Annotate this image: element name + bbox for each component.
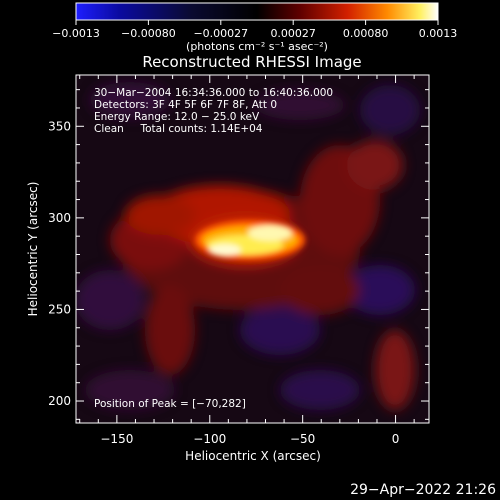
y-tick-label-3: 350: [48, 119, 71, 133]
x-tick-label-2: −50: [290, 432, 315, 446]
colorbar-tick-label-0: −0.0013: [52, 27, 100, 40]
colorbar-ticks: [75, 20, 439, 25]
info-line-2: Detectors: 3F 4F 5F 6F 7F 8F, Att 0: [94, 99, 277, 111]
colorbar-frame: [75, 2, 439, 21]
y-tick-label-1: 250: [48, 302, 71, 316]
observation-info: 30−Mar−2004 16:34:36.000 to 16:40:36.000…: [94, 87, 333, 135]
y-tick-label-2: 300: [48, 211, 71, 225]
colorbar-tick-label-3: 0.00027: [270, 27, 316, 40]
colorbar: [76, 3, 438, 20]
colorbar-unit-label: (photons cm⁻² s⁻¹ asec⁻²): [186, 40, 328, 53]
colorbar-tick-labels: −0.0013 −0.00080 −0.00027 0.00027 0.00080 0.0…: [52, 27, 457, 40]
y-axis: 200 250 300 350: [48, 89, 429, 420]
plot-timestamp: 29−Apr−2022 21:26: [350, 482, 496, 498]
colorbar-tick-label-5: 0.0013: [419, 27, 458, 40]
x-tick-label-1: −100: [193, 432, 226, 446]
info-line-4: Clean Total counts: 1.14E+04: [94, 123, 263, 135]
colorbar-tick-label-4: 0.00080: [343, 27, 389, 40]
y-tick-label-0: 200: [48, 394, 71, 408]
info-line-3: Energy Range: 12.0 − 25.0 keV: [94, 111, 260, 123]
y-axis-label: Heliocentric Y (arcsec): [26, 182, 40, 317]
x-tick-label-0: −150: [100, 432, 133, 446]
colorbar-tick-label-1: −0.00080: [121, 27, 176, 40]
heatmap-image: [76, 75, 429, 423]
peak-position-label: Position of Peak = [−70,282]: [94, 398, 246, 410]
colorbar-tick-label-2: −0.00027: [193, 27, 248, 40]
plot-frame: [75, 74, 430, 424]
x-axis: −150 −100 −50 0: [79, 75, 415, 446]
chart-title: Reconstructed RHESSI Image: [142, 53, 361, 71]
x-axis-label: Heliocentric X (arcsec): [185, 449, 321, 463]
info-line-1: 30−Mar−2004 16:34:36.000 to 16:40:36.000: [94, 87, 333, 99]
x-tick-label-3: 0: [392, 432, 400, 446]
